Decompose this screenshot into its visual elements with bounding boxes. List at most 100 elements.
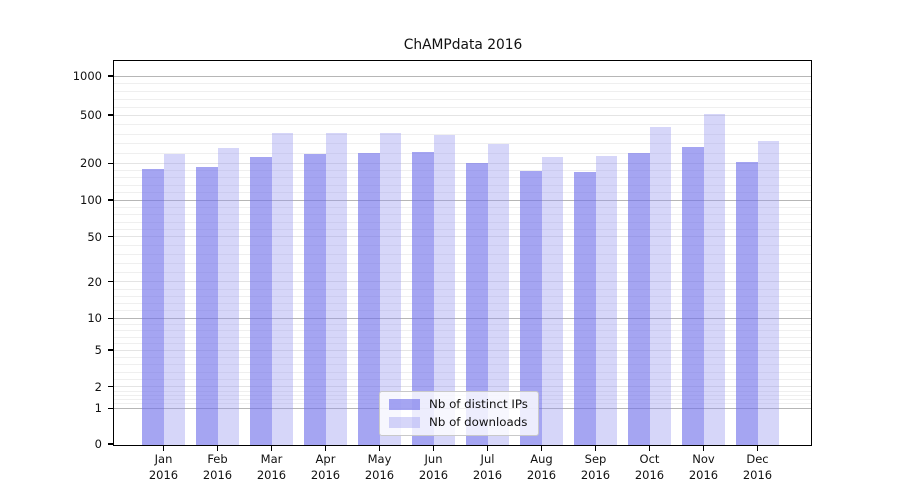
y-axis-tick-label: 10 <box>87 311 102 326</box>
minor-gridline <box>114 364 811 366</box>
legend-swatch-downloads-icon <box>389 416 420 428</box>
minor-gridline <box>114 303 811 305</box>
minor-gridline <box>114 153 811 155</box>
chart-title: ChAMPdata 2016 <box>403 37 523 53</box>
minor-gridline <box>114 124 811 126</box>
minor-gridline <box>114 272 811 274</box>
minor-gridline <box>114 221 811 223</box>
y-tick <box>108 443 113 445</box>
minor-gridline <box>114 106 811 108</box>
x-tick <box>432 446 435 452</box>
x-tick <box>756 446 759 452</box>
bar-feb-downloads <box>217 148 239 445</box>
y-axis-tick-label: 0 <box>94 437 102 451</box>
major-gridline <box>114 317 811 319</box>
x-tick <box>702 446 705 452</box>
y-axis-tick-label: 1 <box>94 401 102 416</box>
bar-sep-distinct-ips <box>574 171 596 445</box>
y-tick <box>108 386 113 388</box>
y-tick <box>108 281 113 283</box>
x-axis-tick-label: Nov 2016 <box>688 452 719 482</box>
minor-gridline <box>114 228 811 230</box>
major-gridline <box>114 75 811 77</box>
x-axis-tick-label: Jun 2016 <box>418 452 449 482</box>
plot-area <box>114 61 811 445</box>
bar-apr-distinct-ips <box>304 154 326 445</box>
bar-jun-distinct-ips <box>412 151 434 445</box>
x-axis-tick-label: Jan 2016 <box>148 452 179 482</box>
gridline <box>114 349 811 351</box>
gridline <box>114 236 811 238</box>
bar-jan-distinct-ips <box>142 168 164 445</box>
y-axis-tick-label: 20 <box>87 274 102 289</box>
bar-jul-distinct-ips <box>466 163 488 445</box>
x-tick <box>486 446 489 452</box>
gridline <box>114 281 811 283</box>
x-tick <box>270 446 273 452</box>
bar-feb-distinct-ips <box>196 167 218 445</box>
minor-gridline <box>114 254 811 256</box>
minor-gridline <box>114 184 811 186</box>
x-tick <box>594 446 597 452</box>
minor-gridline <box>114 310 811 312</box>
gridline <box>114 114 811 116</box>
minor-gridline <box>114 245 811 247</box>
bar-aug-downloads <box>541 157 563 445</box>
x-axis-tick-label: May 2016 <box>364 452 395 482</box>
minor-gridline <box>114 263 811 265</box>
minor-gridline <box>114 378 811 380</box>
bar-nov-distinct-ips <box>682 146 704 445</box>
y-tick <box>108 75 113 77</box>
bar-nov-downloads <box>703 114 725 445</box>
y-tick <box>108 349 113 351</box>
minor-gridline <box>114 133 811 135</box>
x-tick <box>540 446 543 452</box>
y-tick <box>108 114 113 116</box>
bar-oct-downloads <box>649 126 671 445</box>
minor-gridline <box>114 192 811 194</box>
minor-gridline <box>114 177 811 179</box>
legend-label-downloads: Nb of downloads <box>429 415 528 429</box>
y-axis-tick-label: 1000 <box>72 69 102 83</box>
x-axis-tick-label: Sep 2016 <box>580 452 611 482</box>
y-axis-tick-label: 500 <box>80 108 102 122</box>
x-tick <box>378 446 381 452</box>
minor-gridline <box>114 288 811 290</box>
legend: Nb of distinct IPs Nb of downloads <box>379 391 539 436</box>
y-axis-tick-label: 5 <box>94 343 102 357</box>
minor-gridline <box>114 206 811 208</box>
x-axis-tick-label: Mar 2016 <box>256 452 287 482</box>
bar-may-distinct-ips <box>358 152 380 445</box>
legend-label-distinct-ips: Nb of distinct IPs <box>429 397 528 411</box>
legend-swatch-distinct-ips-icon <box>389 398 420 410</box>
minor-gridline <box>114 170 811 172</box>
y-tick <box>108 236 113 238</box>
x-axis-tick-label: Dec 2016 <box>742 452 773 482</box>
legend-item-distinct-ips: Nb of distinct IPs <box>389 397 528 411</box>
x-axis-tick-label: Jul 2016 <box>472 452 503 482</box>
minor-gridline <box>114 343 811 345</box>
minor-gridline <box>114 324 811 326</box>
bar-sep-downloads <box>595 155 617 445</box>
bar-jun-downloads <box>433 134 455 445</box>
y-tick <box>108 162 113 164</box>
x-tick <box>324 446 327 452</box>
bar-oct-distinct-ips <box>628 152 650 445</box>
x-axis-tick-label: Aug 2016 <box>526 452 557 482</box>
bar-dec-downloads <box>757 141 779 445</box>
minor-gridline <box>114 371 811 373</box>
bar-mar-downloads <box>271 133 293 445</box>
minor-gridline <box>114 214 811 216</box>
bar-jan-downloads <box>163 154 185 445</box>
y-axis-tick-label: 50 <box>87 229 102 244</box>
y-axis-tick-label: 100 <box>80 193 102 207</box>
minor-gridline <box>114 330 811 332</box>
x-tick <box>162 446 165 452</box>
minor-gridline <box>114 295 811 297</box>
bar-mar-distinct-ips <box>250 157 272 445</box>
minor-gridline <box>114 143 811 145</box>
x-axis-tick-label: Apr 2016 <box>310 452 341 482</box>
bar-dec-distinct-ips <box>736 161 758 445</box>
bar-jul-downloads <box>487 143 509 445</box>
